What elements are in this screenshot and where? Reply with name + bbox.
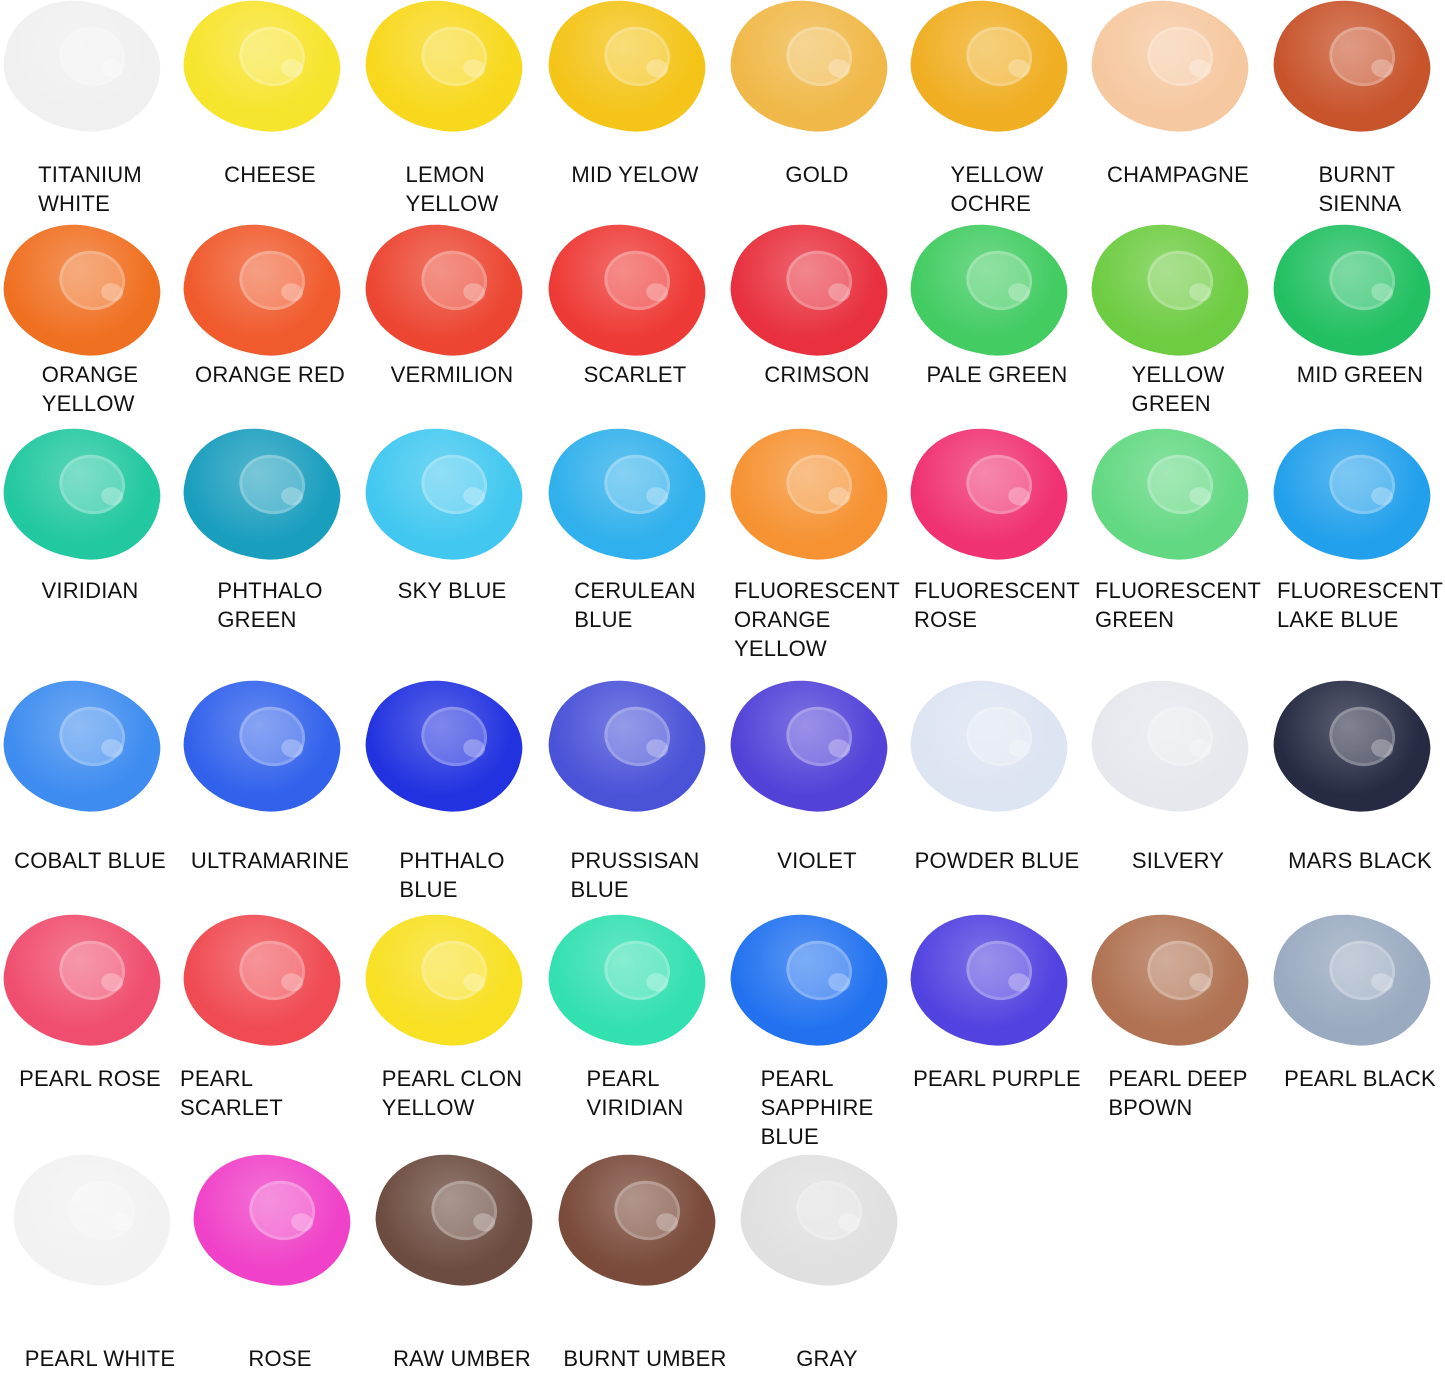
- paint-blob: [1080, 211, 1260, 369]
- swatch-label: PEARL SAPPHIRE BLUE: [760, 1066, 874, 1149]
- swatch-label: POWDER BLUE: [914, 848, 1080, 873]
- swatch-label: CHEESE: [224, 162, 316, 187]
- paint-blob: [547, 1141, 727, 1299]
- swatch-label: PEARL BLACK: [1284, 1066, 1436, 1091]
- swatch-label: PHTHALO BLUE: [399, 848, 505, 902]
- paint-blob: [537, 0, 717, 145]
- swatch-label: FLUORESCENT ROSE: [914, 578, 1080, 632]
- swatch-label: SILVERY: [1131, 848, 1225, 873]
- swatch-label: SKY BLUE: [397, 578, 507, 603]
- paint-blob: [719, 415, 899, 573]
- paint-blob: [719, 901, 899, 1059]
- swatch-label: ORANGE YELLOW: [41, 362, 139, 416]
- paint-blob: [899, 0, 1079, 145]
- swatch-label: MID GREEN: [1296, 362, 1424, 387]
- paint-blob: [719, 667, 899, 825]
- swatch-label: RAW UMBER: [393, 1346, 531, 1371]
- paint-blob: [172, 0, 352, 145]
- paint-blob: [354, 667, 534, 825]
- paint-blob: [354, 415, 534, 573]
- swatch-label: VIRIDIAN: [41, 578, 139, 603]
- paint-blob: [0, 211, 172, 369]
- paint-blob: [0, 415, 172, 573]
- swatch-label: PEARL SCARLET: [180, 1066, 283, 1120]
- paint-blob: [719, 0, 899, 145]
- paint-blob: [172, 901, 352, 1059]
- swatch-label: CHAMPAGNE: [1107, 162, 1249, 187]
- swatch-label: CRIMSON: [764, 362, 870, 387]
- paint-blob: [2, 1141, 182, 1299]
- paint-blob: [719, 211, 899, 369]
- paint-blob: [729, 1141, 909, 1299]
- paint-blob: [0, 901, 172, 1059]
- swatch-label: GRAY: [796, 1346, 858, 1371]
- paint-blob: [1262, 901, 1442, 1059]
- paint-blob: [0, 0, 172, 145]
- swatch-label: VERMILION: [390, 362, 514, 387]
- paint-blob: [1262, 667, 1442, 825]
- swatch-label: CERULEAN BLUE: [574, 578, 696, 632]
- swatch-label: TITANIUM WHITE: [38, 162, 142, 216]
- paint-blob: [1262, 415, 1442, 573]
- paint-blob: [172, 415, 352, 573]
- paint-blob: [1080, 901, 1260, 1059]
- swatch-label: BURNT UMBER: [563, 1346, 727, 1371]
- paint-blob: [899, 211, 1079, 369]
- paint-blob: [182, 1141, 362, 1299]
- paint-blob: [0, 667, 172, 825]
- swatch-label: PHTHALO GREEN: [217, 578, 323, 632]
- paint-blob: [364, 1141, 544, 1299]
- swatch-label: GOLD: [785, 162, 849, 187]
- paint-blob: [537, 667, 717, 825]
- paint-blob: [899, 901, 1079, 1059]
- swatch-label: PEARL CLON YELLOW: [381, 1066, 523, 1120]
- paint-blob: [537, 901, 717, 1059]
- swatch-label: COBALT BLUE: [14, 848, 166, 873]
- swatch-label: PEARL ROSE: [19, 1066, 161, 1091]
- swatch-label: PALE GREEN: [926, 362, 1068, 387]
- swatch-label: LEMON YELLOW: [405, 162, 499, 216]
- paint-blob: [1262, 211, 1442, 369]
- swatch-label: ROSE: [248, 1346, 312, 1371]
- swatch-label: VIOLET: [777, 848, 857, 873]
- paint-blob: [172, 667, 352, 825]
- swatch-label: FLUORESCENT LAKE BLUE: [1277, 578, 1443, 632]
- paint-blob: [1080, 667, 1260, 825]
- swatch-label: PRUSSISAN BLUE: [570, 848, 700, 902]
- swatch-label: PEARL WHITE: [24, 1346, 176, 1371]
- paint-blob: [899, 667, 1079, 825]
- swatch-label: YELLOW GREEN: [1131, 362, 1225, 416]
- swatch-label: PEARL DEEP BPOWN: [1108, 1066, 1248, 1120]
- swatch-label: BURNT SIENNA: [1318, 162, 1402, 216]
- paint-blob: [537, 415, 717, 573]
- swatch-label: FLUORESCENT ORANGE YELLOW: [734, 578, 900, 661]
- swatch-label: YELLOW OCHRE: [950, 162, 1044, 216]
- swatch-label: ULTRAMARINE: [190, 848, 350, 873]
- swatch-label: FLUORESCENT GREEN: [1095, 578, 1261, 632]
- swatch-label: SCARLET: [583, 362, 687, 387]
- paint-blob: [354, 211, 534, 369]
- paint-blob: [537, 211, 717, 369]
- swatch-label: PEARL PURPLE: [913, 1066, 1081, 1091]
- swatch-label: MARS BLACK: [1288, 848, 1432, 873]
- paint-blob: [1262, 0, 1442, 145]
- paint-blob: [899, 415, 1079, 573]
- swatch-label: ORANGE RED: [195, 362, 345, 387]
- paint-blob: [172, 211, 352, 369]
- paint-blob: [354, 901, 534, 1059]
- swatch-label: PEARL VIRIDIAN: [586, 1066, 684, 1120]
- paint-blob: [354, 0, 534, 145]
- paint-blob: [1080, 415, 1260, 573]
- swatch-label: MID YELOW: [571, 162, 699, 187]
- paint-blob: [1080, 0, 1260, 145]
